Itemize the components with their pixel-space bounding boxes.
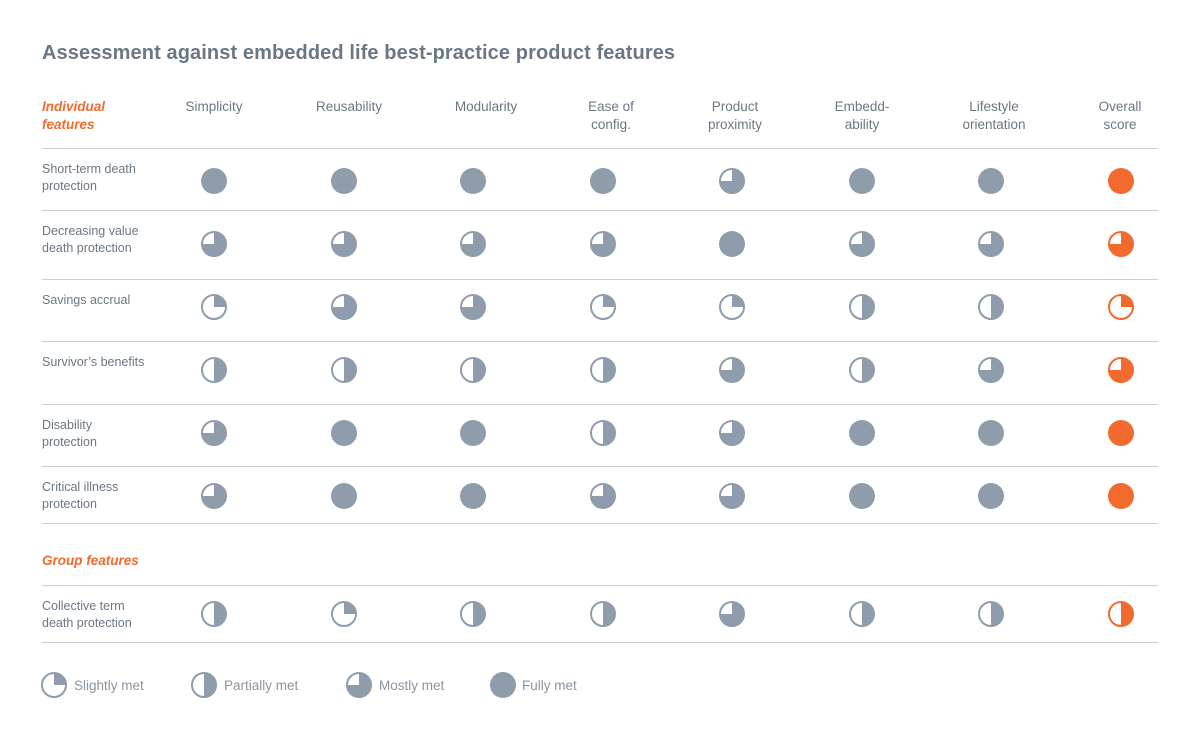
harvey-ball-icon: [460, 231, 486, 257]
harvey-ball-icon: [849, 357, 875, 383]
harvey-ball-icon: [201, 294, 227, 320]
harvey-ball-icon: [1108, 420, 1134, 446]
legend-label-mostly-met: Mostly met: [379, 678, 445, 693]
harvey-ball-icon: [331, 420, 357, 446]
harvey-ball-icon: [1108, 294, 1134, 320]
harvey-ball-icon: [590, 231, 616, 257]
harvey-ball-icon: [719, 168, 745, 194]
harvey-ball-icon: [849, 420, 875, 446]
row-label-short-term-death-protection: Short-term death protection: [42, 162, 136, 193]
column-header-product-proximity: Product proximity: [707, 99, 762, 132]
harvey-ball-icon: [719, 294, 745, 320]
legend-label-partially-met: Partially met: [224, 678, 299, 693]
legend-harvey-ball-icon: [191, 672, 217, 698]
row-label-critical-illness-protection: Critical illness protection: [42, 480, 119, 511]
harvey-ball-icon: [201, 357, 227, 383]
harvey-ball-icon: [719, 483, 745, 509]
harvey-ball-icon: [1108, 231, 1134, 257]
harvey-ball-icon: [978, 420, 1004, 446]
row-divider: [42, 210, 1158, 211]
row-divider: [42, 404, 1158, 405]
harvey-ball-icon: [460, 294, 486, 320]
harvey-ball-icon: [1108, 357, 1134, 383]
harvey-ball-icon: [460, 420, 486, 446]
harvey-ball-icon: [331, 294, 357, 320]
harvey-ball-icon: [331, 231, 357, 257]
harvey-ball-icon: [460, 168, 486, 194]
harvey-ball-icon: [590, 294, 616, 320]
harvey-ball-icon: [201, 420, 227, 446]
harvey-ball-icon: [460, 357, 486, 383]
column-header-embeddability: Embedd- ability: [834, 99, 890, 132]
page-title: Assessment against embedded life best-pr…: [42, 42, 676, 64]
row-divider: [42, 466, 1158, 467]
section-label-group: Group features: [42, 553, 139, 568]
harvey-ball-icon: [331, 168, 357, 194]
harvey-ball-icon: [460, 601, 486, 627]
legend-label-slightly-met: Slightly met: [74, 678, 144, 693]
harvey-ball-icon: [719, 231, 745, 257]
harvey-ball-icon: [849, 231, 875, 257]
table-bottom-divider: [42, 642, 1158, 643]
harvey-ball-icon: [1108, 168, 1134, 194]
harvey-ball-icon: [978, 601, 1004, 627]
column-header-reusability: Reusability: [315, 99, 383, 114]
harvey-ball-icon: [590, 168, 616, 194]
harvey-ball-icon: [590, 420, 616, 446]
column-header-simplicity: Simplicity: [185, 99, 243, 114]
harvey-ball-icon: [978, 168, 1004, 194]
harvey-ball-icon: [590, 483, 616, 509]
harvey-ball-icon: [978, 357, 1004, 383]
harvey-ball-icon: [719, 601, 745, 627]
row-label-collective-term-death-protection: Collective term death protection: [42, 599, 132, 630]
column-header-lifestyle-orientation: Lifestyle orientation: [962, 99, 1026, 132]
harvey-ball-icon: [590, 357, 616, 383]
row-label-survivors-benefits: Survivor’s benefits: [42, 355, 145, 369]
harvey-ball-icon: [201, 483, 227, 509]
legend-label-fully-met: Fully met: [522, 678, 577, 693]
row-label-savings-accrual: Savings accrual: [42, 293, 131, 307]
harvey-ball-icon: [719, 357, 745, 383]
legend-harvey-ball-icon: [41, 672, 67, 698]
harvey-ball-icon: [201, 168, 227, 194]
harvey-ball-icon: [849, 294, 875, 320]
harvey-ball-icon: [331, 601, 357, 627]
row-divider: [42, 279, 1158, 280]
row-label-disability-protection: Disability protection: [42, 418, 97, 449]
header-divider: [42, 148, 1158, 149]
legend-harvey-ball-icon: [346, 672, 372, 698]
section-divider: [42, 585, 1158, 586]
harvey-ball-icon: [460, 483, 486, 509]
harvey-ball-icon: [1108, 483, 1134, 509]
column-header-ease-of-config: Ease of config.: [588, 99, 634, 132]
harvey-ball-icon: [849, 601, 875, 627]
section-label-individual: Individual features: [42, 99, 106, 132]
harvey-ball-icon: [719, 420, 745, 446]
harvey-ball-icon: [201, 231, 227, 257]
row-divider: [42, 341, 1158, 342]
harvey-ball-icon: [590, 601, 616, 627]
harvey-ball-icon: [201, 601, 227, 627]
harvey-ball-icon: [978, 231, 1004, 257]
harvey-ball-icon: [849, 168, 875, 194]
column-header-overall-score: Overall score: [1098, 99, 1142, 132]
row-label-decreasing-value-death-protection: Decreasing value death protection: [42, 224, 139, 255]
harvey-ball-icon: [978, 294, 1004, 320]
legend-harvey-ball-icon: [490, 672, 516, 698]
section-divider: [42, 523, 1158, 524]
harvey-ball-icon: [849, 483, 875, 509]
harvey-ball-icon: [1108, 601, 1134, 627]
harvey-ball-icon: [978, 483, 1004, 509]
harvey-ball-icon: [331, 357, 357, 383]
column-header-modularity: Modularity: [454, 99, 518, 114]
harvey-ball-icon: [331, 483, 357, 509]
